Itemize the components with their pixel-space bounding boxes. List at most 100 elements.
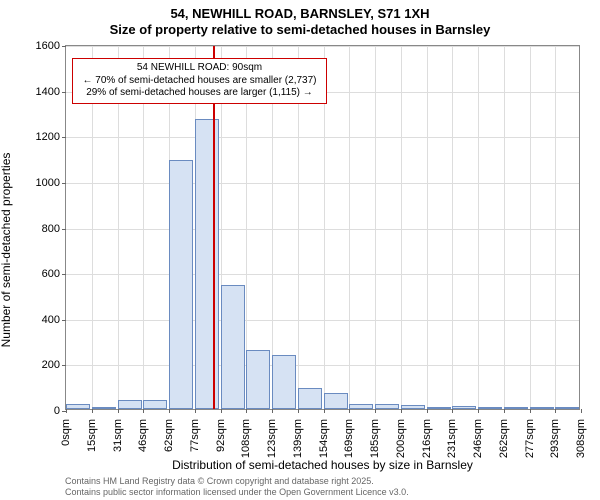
histogram-bar: [324, 393, 348, 409]
annotation-line-3: 29% of semi-detached houses are larger (…: [79, 87, 320, 100]
gridline-v: [349, 46, 350, 409]
y-tick-mark: [62, 229, 66, 230]
gridline-v: [555, 46, 556, 409]
x-tick-label: 15sqm: [86, 419, 98, 452]
x-tick-label: 200sqm: [395, 419, 407, 458]
histogram-bar: [118, 400, 142, 409]
histogram-bar: [375, 404, 399, 409]
x-tick-label: 246sqm: [472, 419, 484, 458]
x-tick-mark: [272, 409, 273, 413]
histogram-bar: [530, 407, 554, 409]
x-tick-label: 46sqm: [137, 419, 149, 452]
y-tick-mark: [62, 365, 66, 366]
gridline-v: [452, 46, 453, 409]
x-tick-label: 77sqm: [189, 419, 201, 452]
histogram-bar: [169, 160, 193, 409]
histogram-bar: [143, 400, 167, 409]
y-tick-label: 1600: [22, 40, 66, 52]
x-tick-mark: [555, 409, 556, 413]
histogram-bar: [504, 407, 528, 409]
histogram-bar: [478, 407, 502, 409]
x-tick-label: 169sqm: [343, 419, 355, 458]
x-tick-label: 0sqm: [60, 419, 72, 446]
y-tick-label: 800: [22, 223, 66, 235]
footer-attribution: Contains HM Land Registry data © Crown c…: [65, 476, 409, 498]
x-tick-mark: [118, 409, 119, 413]
histogram-bar: [401, 405, 425, 409]
histogram-bar: [452, 406, 476, 409]
y-tick-mark: [62, 137, 66, 138]
x-axis-label: Distribution of semi-detached houses by …: [65, 458, 580, 472]
y-tick-label: 1000: [22, 177, 66, 189]
x-tick-mark: [581, 409, 582, 413]
x-tick-mark: [504, 409, 505, 413]
x-tick-label: 154sqm: [318, 419, 330, 458]
histogram-bar: [272, 355, 296, 409]
x-tick-mark: [169, 409, 170, 413]
y-tick-mark: [62, 92, 66, 93]
annotation-line-2: ← 70% of semi-detached houses are smalle…: [79, 75, 320, 88]
gridline-v: [504, 46, 505, 409]
x-tick-label: 185sqm: [369, 419, 381, 458]
y-tick-label: 400: [22, 314, 66, 326]
plot-area: 020040060080010001200140016000sqm15sqm31…: [65, 45, 580, 410]
y-tick-mark: [62, 183, 66, 184]
x-tick-mark: [375, 409, 376, 413]
x-tick-mark: [401, 409, 402, 413]
x-tick-label: 308sqm: [575, 419, 587, 458]
histogram-bar: [427, 407, 451, 409]
x-tick-mark: [324, 409, 325, 413]
annotation-line-1: 54 NEWHILL ROAD: 90sqm: [79, 62, 320, 75]
x-tick-mark: [246, 409, 247, 413]
x-tick-mark: [452, 409, 453, 413]
footer-line-2: Contains public sector information licen…: [65, 487, 409, 498]
y-tick-label: 200: [22, 359, 66, 371]
x-tick-label: 231sqm: [446, 419, 458, 458]
histogram-bar: [349, 404, 373, 409]
x-tick-label: 277sqm: [524, 419, 536, 458]
gridline-v: [530, 46, 531, 409]
x-tick-label: 31sqm: [112, 419, 124, 452]
x-tick-mark: [92, 409, 93, 413]
y-tick-label: 1200: [22, 131, 66, 143]
x-tick-mark: [195, 409, 196, 413]
y-tick-label: 600: [22, 268, 66, 280]
x-tick-mark: [298, 409, 299, 413]
x-tick-mark: [349, 409, 350, 413]
x-tick-mark: [530, 409, 531, 413]
histogram-bar: [246, 350, 270, 409]
histogram-bar: [195, 119, 219, 409]
gridline-v: [478, 46, 479, 409]
y-tick-mark: [62, 46, 66, 47]
y-axis-label: Number of semi-detached properties: [0, 55, 13, 250]
chart-container: 54, NEWHILL ROAD, BARNSLEY, S71 1XH Size…: [0, 0, 600, 500]
x-tick-label: 262sqm: [498, 419, 510, 458]
title-line-2: Size of property relative to semi-detach…: [0, 22, 600, 37]
gridline-v: [401, 46, 402, 409]
y-tick-label: 0: [22, 405, 66, 417]
y-tick-label: 1400: [22, 86, 66, 98]
x-tick-label: 92sqm: [215, 419, 227, 452]
histogram-bar: [92, 407, 116, 409]
histogram-bar: [66, 404, 90, 409]
y-tick-mark: [62, 320, 66, 321]
gridline-v: [427, 46, 428, 409]
x-tick-mark: [478, 409, 479, 413]
x-tick-label: 293sqm: [549, 419, 561, 458]
x-tick-label: 108sqm: [240, 419, 252, 458]
x-tick-mark: [143, 409, 144, 413]
gridline-v: [375, 46, 376, 409]
footer-line-1: Contains HM Land Registry data © Crown c…: [65, 476, 409, 487]
histogram-bar: [555, 407, 579, 409]
x-tick-label: 62sqm: [163, 419, 175, 452]
x-tick-label: 123sqm: [266, 419, 278, 458]
annotation-box: 54 NEWHILL ROAD: 90sqm ← 70% of semi-det…: [72, 58, 327, 104]
x-tick-mark: [427, 409, 428, 413]
title-block: 54, NEWHILL ROAD, BARNSLEY, S71 1XH Size…: [0, 6, 600, 37]
x-tick-mark: [66, 409, 67, 413]
title-line-1: 54, NEWHILL ROAD, BARNSLEY, S71 1XH: [0, 6, 600, 21]
histogram-bar: [221, 285, 245, 409]
x-tick-mark: [221, 409, 222, 413]
y-tick-mark: [62, 274, 66, 275]
histogram-bar: [298, 388, 322, 409]
